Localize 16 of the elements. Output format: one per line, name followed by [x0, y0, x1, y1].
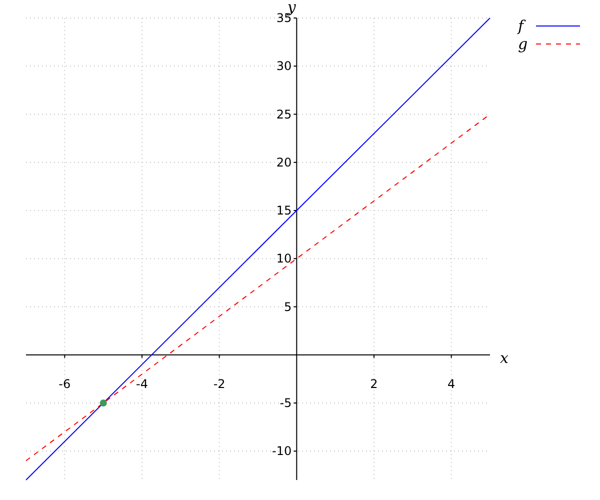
x-tick-label: -2 [213, 376, 226, 391]
y-tick-label: 15 [276, 204, 292, 218]
y-tick-label: 30 [276, 59, 292, 74]
legend-label: g [518, 35, 528, 53]
y-tick-label: 5 [284, 300, 292, 314]
x-tick-label: -4 [136, 376, 148, 391]
y-tick-label: 20 [276, 155, 292, 170]
y-tick-label: -5 [280, 396, 292, 410]
x-tick-label: 2 [370, 376, 378, 391]
y-tick-label: 25 [276, 107, 292, 122]
y-tick-label: -10 [272, 444, 292, 458]
x-tick-label: 4 [448, 376, 456, 391]
x-axis-title: x [500, 348, 509, 367]
legend-label: f [517, 17, 526, 35]
x-tick-label: -6 [58, 376, 71, 391]
y-tick-label: 10 [276, 252, 292, 266]
